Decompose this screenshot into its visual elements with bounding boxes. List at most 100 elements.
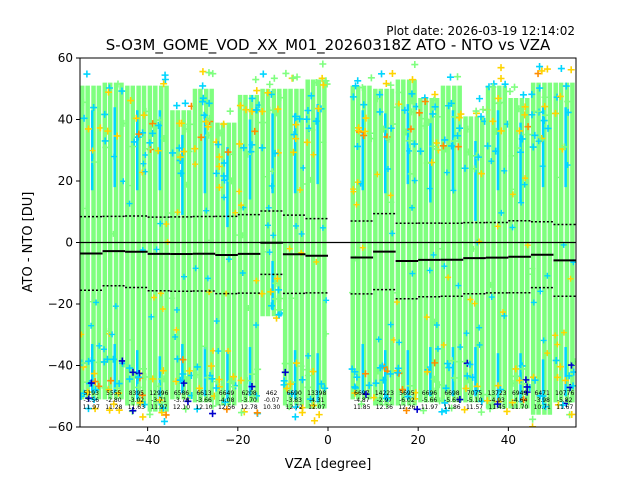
data-point <box>142 151 149 158</box>
data-point <box>229 383 237 391</box>
data-point <box>112 303 119 310</box>
data-point <box>139 169 146 176</box>
data-point <box>551 109 559 117</box>
data-point <box>396 339 403 346</box>
scatter-points <box>80 60 576 427</box>
data-point <box>319 402 327 410</box>
data-point <box>207 362 215 370</box>
x-tick-label: 0 <box>324 433 332 447</box>
data-point <box>565 372 573 380</box>
data-point <box>88 356 96 364</box>
data-point <box>229 373 237 381</box>
data-point <box>243 377 251 385</box>
data-point <box>126 200 133 207</box>
data-point <box>237 409 245 417</box>
data-point <box>285 403 293 411</box>
data-point <box>431 91 439 99</box>
data-point <box>309 368 317 376</box>
data-point <box>204 131 212 139</box>
data-point <box>322 77 330 85</box>
data-point <box>385 166 392 173</box>
data-point <box>203 207 210 214</box>
data-point <box>539 163 546 170</box>
data-point <box>249 392 257 400</box>
data-point <box>293 222 300 229</box>
data-point <box>534 107 542 115</box>
data-point <box>87 379 95 387</box>
data-point <box>353 373 361 381</box>
data-point <box>508 186 515 193</box>
data-point <box>435 245 442 252</box>
data-point <box>110 400 118 408</box>
data-point <box>248 383 256 391</box>
bin-statistics: 5193-3.5611.975555-2.8011.288395-3.0211.… <box>80 210 576 411</box>
data-point <box>293 73 301 81</box>
data-point <box>275 286 283 294</box>
data-point <box>115 380 123 388</box>
data-point <box>423 314 430 321</box>
data-point <box>239 232 246 239</box>
data-point <box>388 70 396 78</box>
data-point <box>275 311 283 319</box>
data-point <box>149 120 157 128</box>
data-point <box>140 160 147 167</box>
data-point <box>192 265 199 272</box>
data-point <box>536 63 544 71</box>
data-point <box>306 395 314 403</box>
data-point <box>184 397 192 405</box>
data-point <box>84 388 92 396</box>
data-point <box>516 127 524 135</box>
data-point <box>441 399 449 407</box>
data-point <box>221 194 228 201</box>
data-point <box>129 143 137 151</box>
bin-median-label: -3.98 <box>534 397 550 404</box>
bin-median-label: -4.87 <box>354 397 370 404</box>
data-point <box>240 144 248 152</box>
data-point <box>560 329 567 336</box>
data-point <box>402 407 410 415</box>
data-point <box>509 224 516 231</box>
data-point <box>534 70 542 78</box>
data-point <box>537 288 544 295</box>
data-point <box>518 135 526 143</box>
data-point <box>358 84 366 92</box>
bin-points <box>191 68 218 418</box>
data-point <box>456 396 464 404</box>
data-point <box>476 95 484 103</box>
bin-points <box>303 60 331 425</box>
data-point <box>448 142 456 150</box>
data-point <box>105 328 112 335</box>
data-point <box>376 91 384 99</box>
data-point <box>163 221 170 228</box>
bin-std-label: 12.07 <box>308 404 325 411</box>
data-point <box>310 151 317 158</box>
bin-points <box>461 95 489 416</box>
data-point <box>540 337 547 344</box>
data-point <box>311 417 319 425</box>
data-point <box>567 275 574 282</box>
data-point <box>308 126 316 134</box>
data-point <box>465 148 473 156</box>
data-point <box>374 397 382 405</box>
data-point <box>516 376 524 384</box>
x-tick-label: −20 <box>225 433 250 447</box>
y-tick-label: 40 <box>58 113 73 127</box>
data-point <box>267 90 275 98</box>
bin-std-label: 11.28 <box>105 404 122 411</box>
data-point <box>199 94 207 102</box>
data-point <box>362 390 370 398</box>
data-point <box>305 352 312 359</box>
data-point <box>160 417 168 425</box>
data-point <box>169 149 177 157</box>
data-point <box>304 371 312 379</box>
bin-std-label: 11.97 <box>150 404 167 411</box>
data-point <box>80 359 87 367</box>
bin-std-label: 11.57 <box>466 404 483 411</box>
data-point <box>408 90 416 98</box>
data-point <box>195 384 203 392</box>
data-point <box>317 380 325 388</box>
data-point <box>499 309 506 316</box>
data-point <box>155 122 163 130</box>
data-point <box>91 378 99 386</box>
bin-points <box>125 85 150 421</box>
